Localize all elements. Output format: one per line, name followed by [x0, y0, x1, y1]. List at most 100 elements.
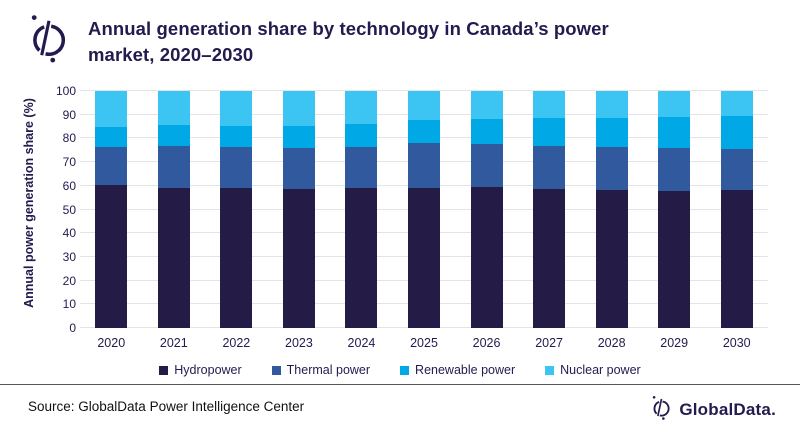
- stacked-bar: [220, 91, 253, 328]
- bar-segment: [345, 188, 378, 328]
- bar-segment: [533, 145, 566, 189]
- bar-segment: [95, 146, 128, 185]
- legend-swatch-icon: [400, 365, 410, 375]
- bar-group-2023: [268, 91, 331, 328]
- y-axis-ticks: 0 10 20 30 40 50 60 70 80 90 100: [40, 84, 82, 335]
- bar-segment: [157, 125, 190, 146]
- bar-segment: [95, 127, 128, 147]
- y-tick-label: 20: [62, 273, 76, 288]
- brand-wordmark: GlobalData.: [679, 400, 776, 419]
- bar-segment: [720, 149, 753, 190]
- bar-segment: [220, 126, 253, 147]
- stacked-bar: [470, 91, 503, 328]
- x-tick-label: 2028: [597, 336, 626, 350]
- source-text: Source: GlobalData Power Intelligence Ce…: [28, 399, 305, 414]
- bar-segment: [470, 144, 503, 188]
- stacked-bar: [720, 91, 753, 328]
- bar-group-2030: [705, 91, 768, 328]
- bar-group-2022: [205, 91, 268, 328]
- bar-segment: [470, 187, 503, 328]
- stacked-bar: [408, 91, 440, 328]
- x-tick-label: 2027: [535, 336, 563, 350]
- page-title-line1: Annual generation share by technology in…: [88, 18, 609, 39]
- bar-group-2024: [330, 91, 393, 328]
- footer-divider: [0, 384, 800, 385]
- legend-swatch-icon: [271, 365, 281, 375]
- bar-group-2021: [143, 91, 206, 328]
- bar-segment: [658, 91, 691, 118]
- bar-segment: [595, 146, 628, 190]
- page-title: Annual generation share by technology in…: [88, 16, 748, 68]
- bar-segment: [220, 146, 253, 189]
- x-tick-label: 2029: [660, 336, 689, 350]
- bar-segment: [658, 117, 691, 149]
- bar-segment: [533, 188, 566, 328]
- y-tick-label: 80: [62, 131, 76, 146]
- bar-group-2027: [518, 91, 581, 328]
- y-tick-label: 90: [62, 107, 76, 122]
- gridline: [80, 90, 768, 91]
- x-tick-label: 2022: [222, 336, 251, 350]
- x-tick-label: 2021: [159, 336, 188, 350]
- bar-segment: [470, 91, 503, 119]
- legend-item: Thermal power: [271, 363, 370, 377]
- plot-area: [80, 90, 768, 328]
- footer-brand: GlobalData.: [649, 394, 776, 426]
- y-tick-label: 60: [62, 178, 76, 193]
- y-tick-label: 0: [69, 321, 76, 335]
- x-tick-label: 2026: [472, 336, 501, 350]
- bar-segment: [157, 91, 190, 126]
- bar-segment: [345, 91, 378, 124]
- chart-legend: Hydropower Thermal power Renewable power Nu…: [0, 360, 800, 380]
- bar-segment: [95, 91, 128, 128]
- bar-segment: [720, 91, 753, 117]
- stacked-bar: [95, 91, 128, 328]
- globaldata-logo-icon-small: [649, 394, 674, 426]
- legend-item: Hydropower: [159, 363, 242, 377]
- bar-segment: [658, 148, 691, 191]
- bar-segment: [282, 91, 315, 127]
- bar-segment: [408, 119, 440, 144]
- y-axis-title: Annual power generation share (%): [22, 98, 36, 308]
- bar-segment: [408, 143, 440, 188]
- bar-group-2026: [455, 91, 518, 328]
- bar-segment: [157, 145, 190, 188]
- bar-segment: [595, 118, 628, 147]
- x-axis-labels: 2020 2021 2022 2023 2024 2025 2026 2027 2028 2029…: [80, 336, 768, 350]
- bar-segment: [533, 91, 566, 119]
- bar-segment: [408, 187, 440, 328]
- x-tick-label: 2020: [97, 336, 126, 350]
- bar-segment: [470, 118, 503, 145]
- bar-segment: [720, 116, 753, 150]
- y-tick-label: 30: [62, 249, 76, 264]
- globaldata-logo-icon: [24, 10, 74, 66]
- bar-segment: [720, 189, 753, 328]
- bar-segment: [595, 189, 628, 328]
- legend-item: Renewable power: [400, 363, 515, 377]
- bar-segment: [533, 118, 566, 146]
- page-title-line2: market, 2020–2030: [88, 44, 254, 65]
- stacked-bar: [595, 91, 628, 328]
- y-tick-label: 10: [62, 297, 76, 312]
- y-tick-label: 70: [62, 155, 76, 170]
- x-tick-label: 2024: [347, 336, 376, 350]
- stacked-bar: [345, 91, 378, 328]
- y-tick-label: 100: [55, 84, 76, 98]
- stacked-bar: [157, 91, 190, 328]
- stacked-bar: [533, 91, 566, 328]
- stacked-bar: [282, 91, 315, 328]
- stacked-bar: [658, 91, 691, 328]
- bar-segment: [220, 188, 253, 328]
- bar-segment: [220, 91, 253, 127]
- bar-group-2025: [393, 91, 456, 328]
- x-tick-label: 2030: [722, 336, 751, 350]
- bar-segment: [282, 188, 315, 328]
- bar-segment: [282, 147, 315, 189]
- bar-segment: [345, 147, 378, 189]
- bar-segment: [658, 190, 691, 328]
- bar-group-2029: [643, 91, 706, 328]
- legend-item: Nuclear power: [545, 363, 641, 377]
- bars-row: [80, 91, 768, 328]
- legend-label: Nuclear power: [560, 363, 641, 377]
